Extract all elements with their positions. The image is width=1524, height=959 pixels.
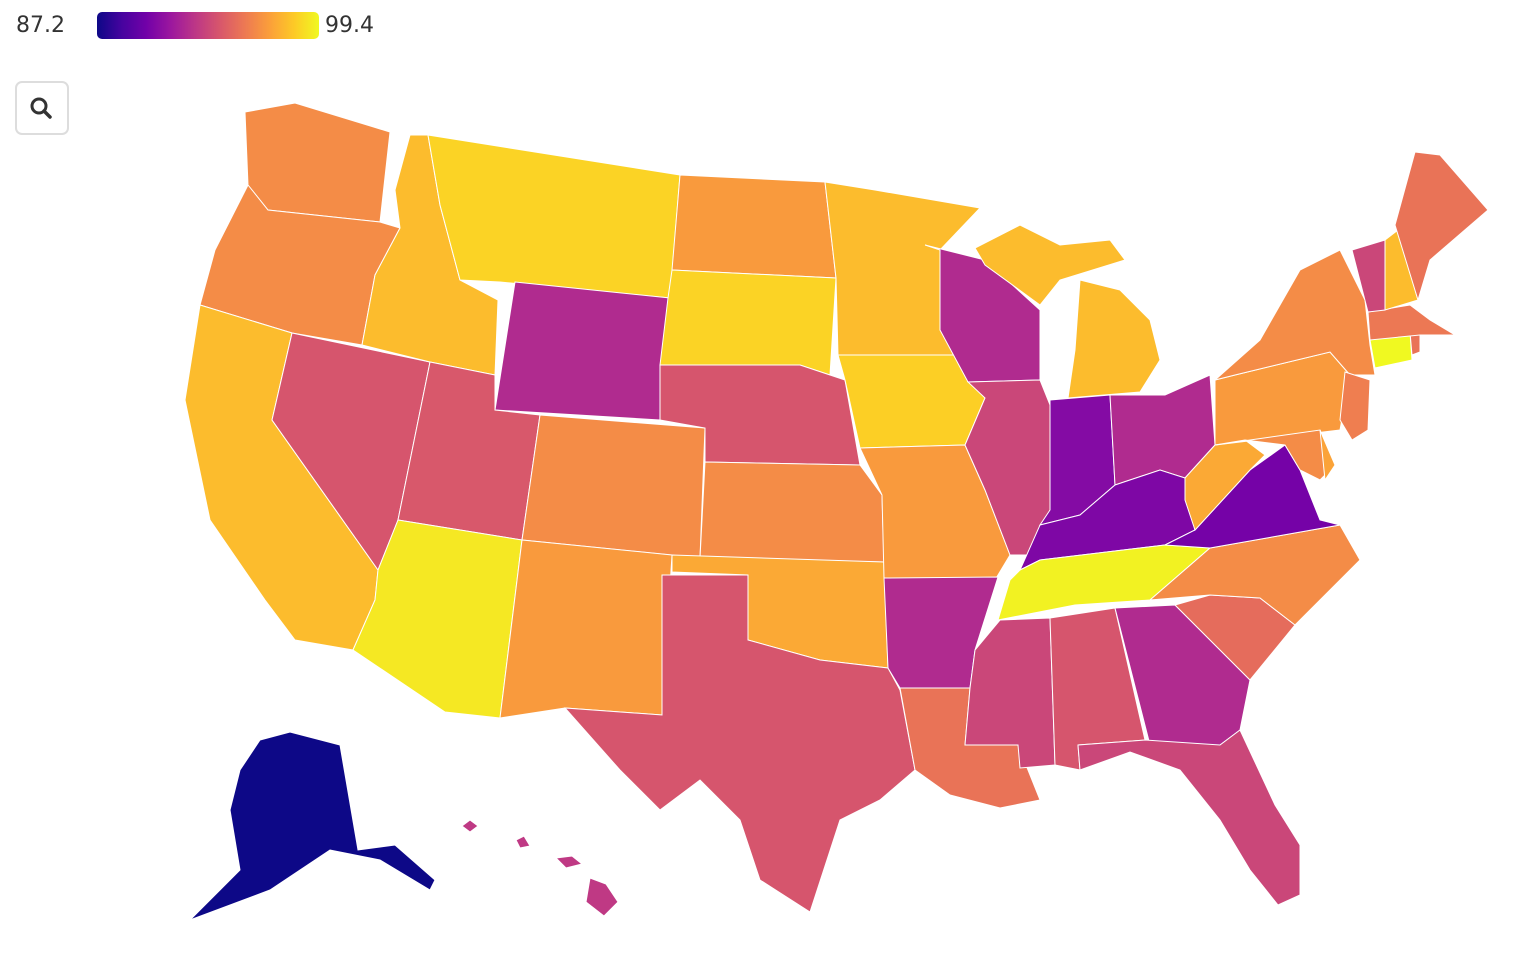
state (1077, 729, 1301, 906)
state (1214, 249, 1376, 381)
state (964, 379, 1051, 556)
state (1319, 429, 1336, 482)
state (659, 269, 837, 376)
state (974, 224, 1161, 399)
state (244, 102, 391, 223)
colorbar-max: 99.4 (325, 13, 374, 38)
colorbar (97, 12, 319, 39)
state (1339, 371, 1371, 441)
state (964, 617, 1056, 769)
state (699, 461, 885, 563)
state (189, 731, 436, 921)
state (499, 539, 673, 719)
colorbar-min: 87.2 (16, 13, 65, 38)
state (1367, 304, 1457, 341)
state (563, 574, 916, 913)
search-button[interactable] (15, 81, 69, 135)
state (671, 174, 837, 279)
states (184, 102, 1489, 921)
state (1394, 151, 1489, 302)
state (427, 134, 681, 299)
state (461, 819, 619, 917)
state (521, 414, 706, 559)
state (494, 281, 671, 421)
